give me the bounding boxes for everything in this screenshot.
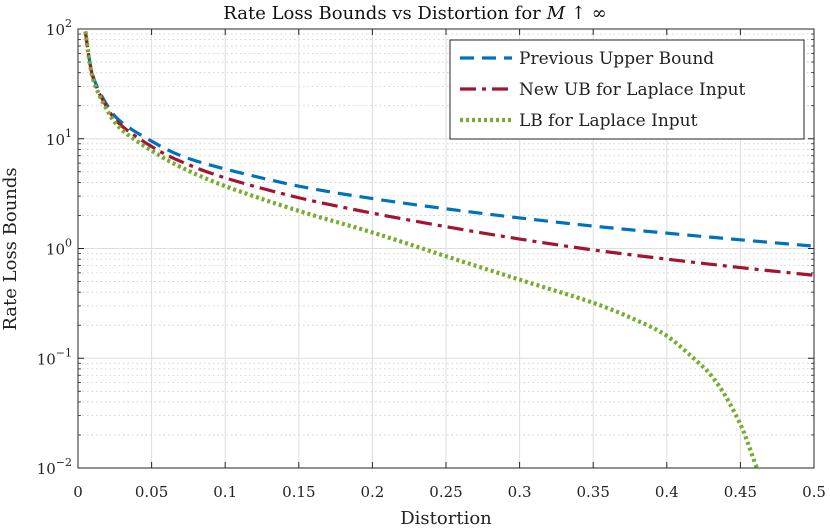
- x-tick-label: 0.35: [576, 483, 609, 501]
- y-tick-label: 100: [46, 237, 72, 259]
- x-tick-label: 0.2: [360, 483, 384, 501]
- y-axis-ticks: 102 101 100 10−1 10−2: [37, 17, 814, 478]
- x-tick-label: 0.4: [655, 483, 679, 501]
- chart-title-math: M ↑ ∞: [546, 3, 607, 24]
- x-tick-label: 0.15: [282, 483, 315, 501]
- y-tick-label: 102: [46, 17, 72, 39]
- x-tick-label: 0.5: [802, 483, 826, 501]
- x-tick-label: 0.3: [508, 483, 532, 501]
- x-axis-label: Distortion: [400, 508, 492, 528]
- legend-label-2: New UB for Laplace Input: [519, 80, 746, 100]
- series-line-3: [83, 31, 760, 470]
- series-line-1: [83, 31, 814, 248]
- y-axis-label: Rate Loss Bounds: [0, 167, 21, 330]
- legend-label-1: Previous Upper Bound: [519, 49, 714, 69]
- chart-title-text: Rate Loss Bounds vs Distortion for: [223, 3, 541, 24]
- y-tick-label: 10−1: [37, 346, 72, 368]
- chart-title: Rate Loss Bounds vs Distortion for M ↑ ∞: [223, 3, 606, 24]
- x-tick-label: 0.1: [213, 483, 237, 501]
- legend-label-3: LB for Laplace Input: [519, 111, 698, 131]
- series-layer: [83, 31, 814, 470]
- y-tick-label: 10−2: [37, 456, 72, 478]
- x-tick-label: 0.25: [429, 483, 462, 501]
- x-tick-label: 0.45: [724, 483, 757, 501]
- legend: Previous Upper Bound New UB for Laplace I…: [449, 39, 805, 140]
- x-tick-label: 0: [73, 483, 83, 501]
- x-axis-ticks: 0 0.05 0.1 0.15 0.2 0.25 0.3 0.35 0.4 0.45 0.5: [73, 29, 826, 501]
- x-tick-label: 0.05: [135, 483, 168, 501]
- y-tick-label: 101: [46, 127, 72, 149]
- series-line-2: [83, 31, 814, 277]
